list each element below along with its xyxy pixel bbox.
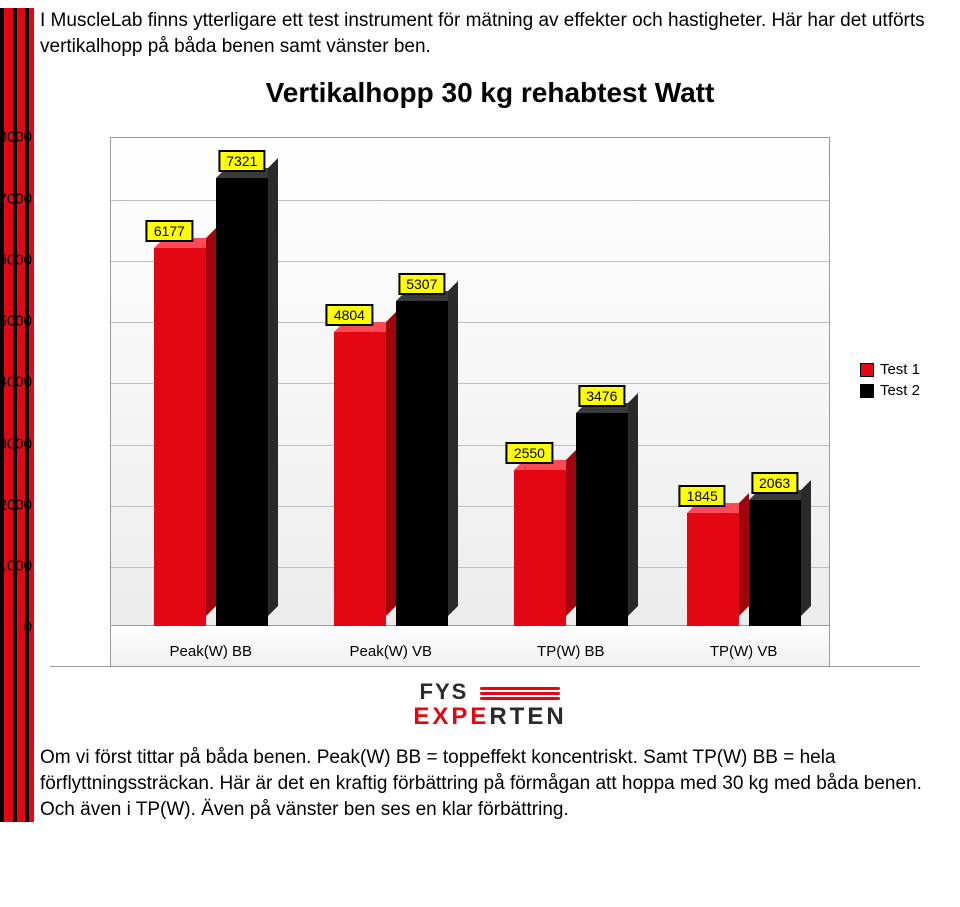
intro-paragraph: I MuscleLab finns ytterligare ett test i…	[40, 8, 940, 59]
legend-item: Test 1	[860, 361, 920, 378]
legend-label: Test 2	[880, 382, 920, 399]
bar-value-label: 6177	[146, 220, 193, 242]
chart-title: Vertikalhopp 30 kg rehabtest Watt	[40, 77, 940, 109]
bar-value-label: 7321	[218, 150, 265, 172]
x-axis-label: TP(W) VB	[710, 643, 778, 660]
outro-paragraph: Om vi först tittar på båda benen. Peak(W…	[40, 745, 940, 822]
bar-chart: Test 1Test 2 010002000300040005000600070…	[50, 127, 920, 667]
logo-lines-icon	[480, 685, 560, 702]
logo-text-experten: EXPERTEN	[40, 703, 940, 731]
legend-swatch	[860, 384, 874, 398]
bar-value-label: 2550	[506, 442, 553, 464]
bar: 6177	[154, 248, 206, 626]
bar: 5307	[396, 301, 448, 626]
y-axis-tick: 7000	[0, 190, 32, 207]
bar: 1845	[687, 513, 739, 626]
bar: 2063	[749, 500, 801, 626]
logo-text-fys: FYS	[420, 679, 561, 705]
bar: 7321	[216, 178, 268, 626]
bar-value-label: 3476	[578, 385, 625, 407]
legend-item: Test 2	[860, 382, 920, 399]
y-axis-tick: 6000	[0, 251, 32, 268]
bar-value-label: 4804	[326, 304, 373, 326]
y-axis-tick: 5000	[0, 313, 32, 330]
bar: 2550	[514, 470, 566, 626]
bar-value-label: 2063	[751, 472, 798, 494]
x-axis-label: Peak(W) BB	[170, 643, 253, 660]
bar-value-label: 1845	[679, 485, 726, 507]
bar: 3476	[576, 413, 628, 626]
bar: 4804	[334, 332, 386, 626]
y-axis-tick: 8000	[0, 129, 32, 146]
x-axis-label: Peak(W) VB	[350, 643, 433, 660]
fysexperten-logo: FYS EXPERTEN	[40, 679, 940, 731]
legend-swatch	[860, 363, 874, 377]
y-axis-tick: 2000	[0, 496, 32, 513]
legend-label: Test 1	[880, 361, 920, 378]
y-axis-tick: 1000	[0, 558, 32, 575]
chart-legend: Test 1 Test 2	[860, 357, 920, 403]
bar-value-label: 5307	[398, 273, 445, 295]
y-axis-tick: 3000	[0, 435, 32, 452]
y-axis-tick: 4000	[0, 374, 32, 391]
x-axis-label: TP(W) BB	[537, 643, 605, 660]
y-axis-tick: 0	[24, 619, 32, 636]
